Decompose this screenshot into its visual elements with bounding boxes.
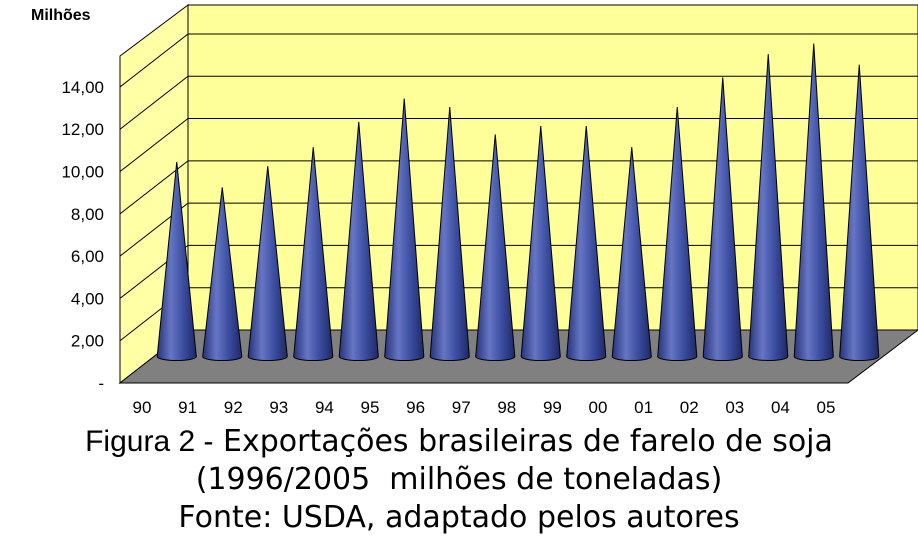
y-tick-label: 2,00 [71,332,104,351]
x-tick-label: 97 [452,398,471,417]
cone-body-91 [202,187,243,361]
cone-body-92 [247,166,288,361]
cone-90 [156,161,197,361]
cone-body-97 [475,134,516,361]
figure-title: Exportações brasileiras de farelo de soj… [213,424,833,459]
y-tick-label: 6,00 [71,247,104,266]
cone-body-03 [748,54,789,361]
cone-body-95 [384,98,425,361]
cone-97 [475,134,516,361]
cone-series [156,43,880,361]
gridline-10 [119,118,918,172]
cone-body-00 [611,147,652,361]
cone-96 [429,106,470,361]
x-tick-label: 92 [224,398,243,417]
cone-body-02 [702,77,743,361]
x-tick-label: 00 [589,398,608,417]
x-tick-label: 05 [817,398,836,417]
y-tick-label: 14,00 [61,78,104,97]
y-tick-label: 10,00 [61,163,104,182]
gridline-14 [119,33,918,88]
cone-body-04 [793,43,834,361]
x-tick-label: 95 [361,398,380,417]
y-tick-label: 12,00 [61,120,104,139]
y-tick-label: 4,00 [71,289,104,308]
x-tick-label: 93 [269,398,288,417]
x-tick-label: 98 [497,398,516,417]
figure-caption-source: Fonte: USDA, adaptado pelos autores [178,500,740,535]
figure-number: Figura 2 - [85,425,214,458]
cone-body-90 [156,161,197,361]
cone-98 [520,125,561,361]
cone-04 [793,43,834,361]
cone-94 [338,121,379,361]
cone-body-94 [338,121,379,361]
cone-99 [566,125,607,361]
cone-body-99 [566,125,607,361]
cone-body-93 [293,147,334,361]
cone-93 [293,147,334,361]
x-tick-label: 94 [315,398,334,417]
cone-01 [657,106,698,361]
y-axis-tick-labels: - 2,00 4,00 6,00 8,00 10,00 12,00 14,00 [61,78,104,393]
cone-02 [702,77,743,361]
x-tick-label: 99 [543,398,562,417]
x-tick-label: 96 [406,398,425,417]
cone-body-98 [520,125,561,361]
y-tick-label: - [98,374,104,393]
figure-caption-line-2: (1996/2005 milhões de toneladas) [195,462,723,497]
x-axis-tick-labels: 90 91 92 93 94 95 96 97 98 99 00 01 02 03 04 05 [133,398,836,417]
cone-03 [748,54,789,361]
cone-91 [202,187,243,361]
cone-00 [611,147,652,361]
cone-05 [839,64,880,361]
x-tick-label: 01 [634,398,653,417]
x-tick-label: 90 [133,398,152,417]
cone-body-96 [429,106,470,361]
x-tick-label: 03 [725,398,744,417]
x-tick-label: 02 [680,398,699,417]
cone-95 [384,98,425,361]
cone-body-05 [839,64,880,361]
y-axis-unit-label: Milhões [31,7,91,24]
cone-body-01 [657,106,698,361]
gridline-12 [119,75,918,130]
y-tick-label: 8,00 [71,205,104,224]
figure-caption-line-1: Figura 2 - Exportações brasileiras de fa… [0,424,918,460]
x-tick-label: 91 [178,398,197,417]
cone-92 [247,166,288,361]
x-tick-label: 04 [771,398,790,417]
